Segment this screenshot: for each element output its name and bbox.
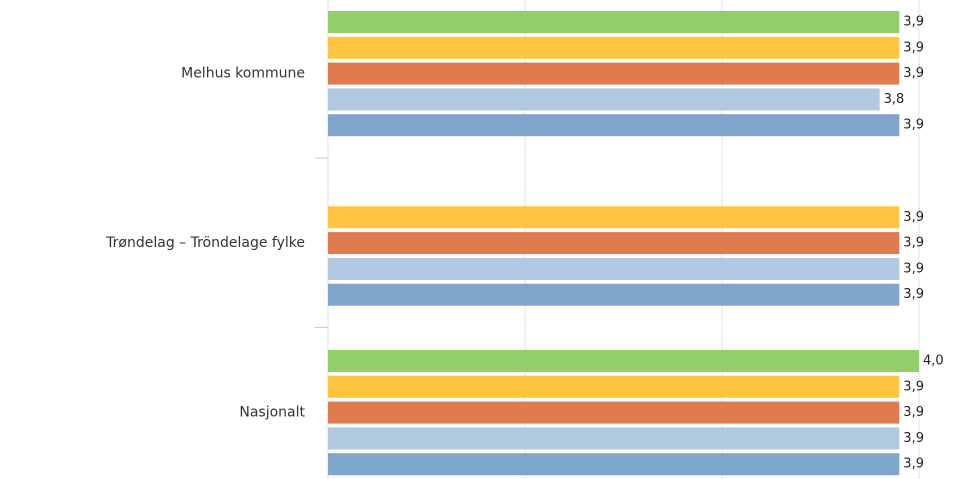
value-label: 3,9 xyxy=(903,118,924,133)
bar xyxy=(328,283,900,306)
bar xyxy=(328,427,900,450)
value-label: 3,9 xyxy=(903,210,924,225)
bar xyxy=(328,257,900,280)
value-label: 3,9 xyxy=(903,15,924,30)
category-label: Nasjonalt xyxy=(239,405,305,421)
bar xyxy=(328,375,900,398)
value-label: 3,9 xyxy=(903,379,924,394)
bar xyxy=(328,206,900,229)
bar xyxy=(328,114,900,137)
value-label: 3,9 xyxy=(903,236,924,251)
value-label: 4,0 xyxy=(923,354,944,369)
bar xyxy=(328,453,900,476)
category-label: Trøndelag – Tröndelage fylke xyxy=(105,235,305,251)
value-label: 3,9 xyxy=(903,431,924,446)
value-label: 3,8 xyxy=(884,92,905,107)
value-label: 3,9 xyxy=(903,405,924,420)
bar xyxy=(328,11,900,33)
bar xyxy=(328,401,900,424)
value-label: 3,9 xyxy=(903,457,924,472)
bar xyxy=(328,36,900,59)
bar xyxy=(328,62,900,85)
value-label: 3,9 xyxy=(903,261,924,276)
value-label: 3,9 xyxy=(903,66,924,81)
bar xyxy=(328,232,900,255)
bar xyxy=(328,350,919,372)
category-label: Melhus kommune xyxy=(181,66,305,82)
value-label: 3,9 xyxy=(903,40,924,55)
bar xyxy=(328,88,880,111)
value-label: 3,9 xyxy=(903,287,924,302)
